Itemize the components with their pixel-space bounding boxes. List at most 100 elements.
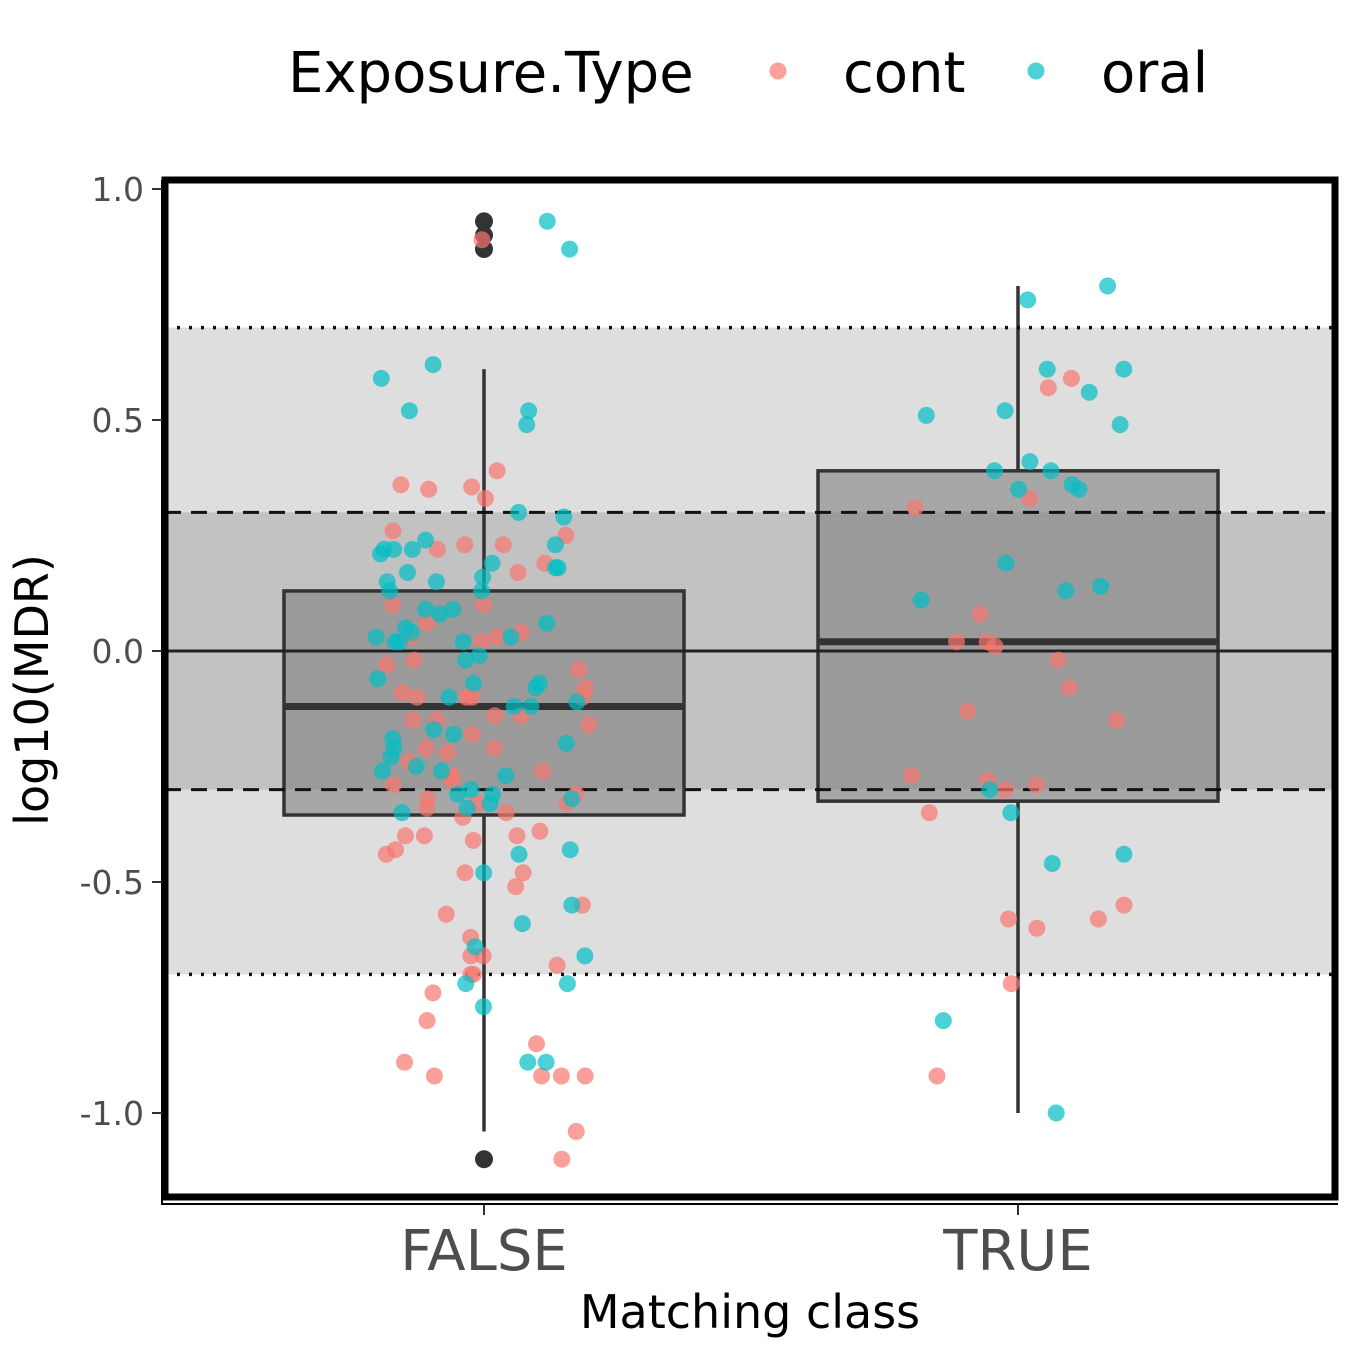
point-oral-0 [538, 212, 556, 230]
point-cont-70 [528, 1035, 545, 1053]
point-oral-55 [462, 781, 480, 799]
point-oral-42 [568, 693, 586, 711]
legend-label-cont: cont [843, 41, 966, 106]
point-oral-76 [1115, 360, 1133, 378]
point-cont-39 [534, 762, 552, 780]
legend: Exposure.Type cont oral [288, 41, 1208, 106]
point-cont-4 [463, 478, 481, 496]
point-cont-85 [986, 637, 1004, 655]
point-oral-4 [400, 402, 418, 420]
point-oral-83 [1042, 462, 1060, 480]
point-cont-48 [497, 804, 515, 822]
legend-title: Exposure.Type [288, 41, 694, 106]
point-oral-7 [510, 503, 528, 521]
point-cont-61 [437, 905, 455, 923]
point-cont-69 [418, 1012, 436, 1030]
point-oral-50 [382, 748, 400, 766]
point-cont-8 [494, 536, 512, 554]
point-oral-48 [557, 734, 575, 752]
point-cont-88 [959, 702, 977, 720]
point-cont-19 [472, 633, 490, 651]
box-false-outlier-0 [475, 212, 493, 231]
point-oral-59 [481, 795, 499, 812]
point-cont-24 [393, 684, 411, 702]
point-cont-29 [486, 707, 504, 725]
point-cont-34 [463, 725, 481, 743]
point-oral-62 [561, 841, 579, 859]
point-oral-14 [372, 545, 389, 563]
point-cont-57 [456, 864, 474, 882]
point-oral-54 [497, 767, 515, 785]
point-cont-18 [488, 628, 506, 646]
y-tick-label-4: -1.0 [80, 1094, 144, 1133]
point-cont-68 [424, 984, 442, 1002]
point-oral-44 [505, 697, 523, 715]
point-oral-75 [1019, 291, 1037, 309]
point-cont-22 [570, 661, 588, 678]
point-cont-74 [552, 1067, 570, 1085]
point-oral-23 [381, 582, 399, 600]
panel-border [161, 176, 1339, 1201]
point-oral-60 [458, 799, 476, 817]
point-oral-26 [431, 605, 449, 623]
point-oral-30 [367, 628, 385, 646]
point-cont-1 [488, 462, 506, 480]
y-tick-label-3: -0.5 [80, 863, 144, 902]
plot-area [165, 212, 1335, 1169]
point-oral-18 [399, 564, 416, 581]
point-oral-68 [576, 947, 594, 965]
point-oral-21 [427, 573, 445, 591]
point-cont-94 [920, 804, 938, 822]
point-cont-98 [1028, 919, 1046, 937]
point-oral-31 [502, 628, 520, 646]
point-cont-99 [1002, 975, 1020, 993]
point-oral-51 [407, 758, 425, 775]
point-cont-35 [417, 739, 435, 757]
point-cont-56 [377, 845, 395, 863]
point-cont-28 [458, 688, 476, 706]
point-oral-61 [393, 804, 411, 822]
point-cont-58 [514, 864, 532, 882]
point-cont-86 [1049, 651, 1067, 669]
legend-swatch-cont [769, 62, 787, 80]
point-oral-53 [373, 762, 391, 780]
point-oral-86 [1070, 480, 1088, 498]
point-oral-52 [433, 762, 451, 780]
point-cont-47 [418, 799, 436, 817]
box-false-outlier-3 [475, 1150, 493, 1169]
point-oral-40 [527, 679, 545, 697]
point-cont-14 [475, 596, 493, 614]
point-oral-37 [369, 670, 387, 688]
point-cont-32 [404, 711, 422, 729]
point-cont-2 [392, 476, 410, 494]
point-oral-3 [372, 369, 390, 387]
point-oral-15 [483, 554, 501, 572]
point-oral-46 [445, 725, 463, 743]
point-cont-95 [1115, 896, 1133, 914]
point-oral-33 [454, 633, 472, 651]
point-cont-52 [396, 827, 414, 845]
point-oral-72 [519, 1053, 537, 1071]
point-cont-65 [548, 956, 566, 974]
y-axis-title: log10(MDR) [5, 554, 59, 826]
point-cont-96 [1000, 910, 1018, 928]
point-oral-77 [1038, 360, 1056, 378]
legend-label-oral: oral [1101, 41, 1208, 106]
point-cont-54 [464, 831, 482, 849]
point-oral-1 [561, 240, 579, 258]
point-cont-53 [415, 827, 433, 845]
point-cont-9 [456, 536, 474, 554]
point-oral-58 [563, 790, 581, 808]
point-oral-45 [425, 721, 443, 738]
point-oral-41 [440, 688, 458, 706]
point-oral-65 [563, 896, 581, 914]
point-oral-56 [449, 785, 466, 803]
point-cont-0 [473, 231, 491, 249]
point-oral-35 [470, 647, 488, 665]
point-oral-66 [513, 915, 531, 933]
point-cont-79 [1039, 379, 1057, 397]
point-cont-73 [533, 1067, 551, 1085]
point-oral-22 [473, 582, 490, 600]
point-oral-34 [391, 633, 409, 651]
point-cont-5 [476, 490, 494, 507]
